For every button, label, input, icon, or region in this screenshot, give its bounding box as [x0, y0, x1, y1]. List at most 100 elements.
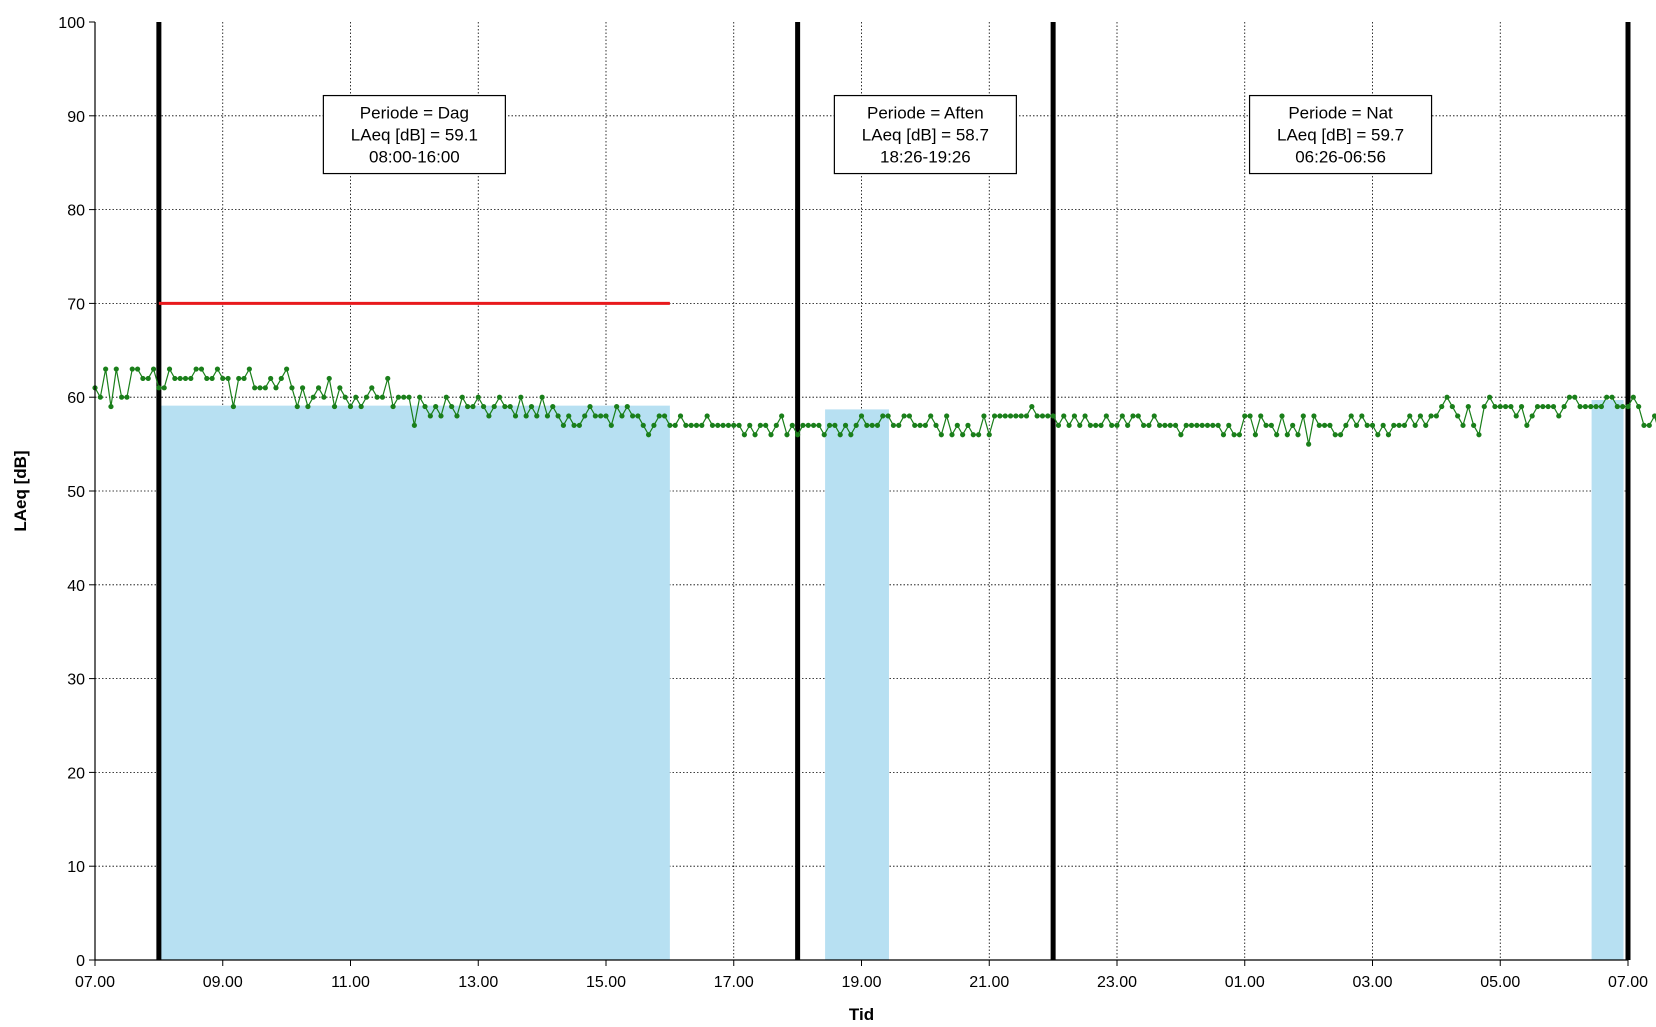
series-point	[1348, 413, 1354, 419]
series-point	[821, 432, 827, 438]
series-point	[869, 422, 875, 428]
series-point	[1093, 422, 1099, 428]
series-point	[747, 422, 753, 428]
series-point	[885, 413, 891, 419]
series-point	[1268, 422, 1274, 428]
series-point	[645, 432, 652, 438]
series-point	[933, 422, 939, 428]
series-point	[603, 413, 609, 419]
series-point	[1566, 394, 1573, 400]
series-point	[363, 394, 370, 400]
y-tick-label: 60	[67, 390, 85, 407]
series-point	[480, 403, 487, 410]
annotation-line: LAeq [dB] = 58.7	[862, 126, 989, 145]
period-annotation: Periode = Dag LAeq [dB] = 59.1 08:00-16:00	[322, 94, 506, 175]
series-point	[832, 422, 838, 428]
series-point	[677, 413, 684, 419]
series-point	[294, 403, 300, 410]
series-point	[465, 403, 471, 410]
series-point	[1407, 413, 1413, 419]
axes	[89, 21, 1629, 966]
series-point	[1125, 422, 1131, 428]
series-point	[1156, 422, 1163, 428]
series-point	[1061, 413, 1067, 419]
y-tick-label: 80	[67, 203, 85, 220]
annotation-line: 06:26-06:56	[1295, 148, 1386, 167]
series-point	[614, 403, 620, 410]
series-point	[1529, 413, 1535, 419]
series-point	[949, 432, 955, 438]
series-point	[1055, 422, 1062, 428]
series-point	[1508, 403, 1514, 410]
series-point	[1412, 422, 1418, 428]
series-point	[757, 422, 763, 428]
period-annotation: Periode = Aften LAeq [dB] = 58.7 18:26-19:…	[833, 94, 1017, 175]
series-point	[1215, 422, 1221, 428]
series-point	[273, 385, 279, 391]
series-point	[954, 422, 960, 428]
series-point	[896, 422, 902, 428]
series-point	[1013, 413, 1019, 419]
series-point	[970, 432, 976, 438]
series-point	[518, 394, 524, 400]
x-tick-label: 15.00	[586, 974, 626, 991]
series-point	[917, 422, 923, 428]
series-point	[715, 422, 721, 428]
annotation-box	[1248, 94, 1433, 175]
series-point	[1641, 422, 1647, 428]
series-point	[560, 422, 567, 428]
series-point	[544, 413, 551, 419]
series-point	[853, 422, 859, 428]
series-point	[331, 403, 338, 410]
series-point	[768, 432, 774, 438]
series-point	[640, 422, 646, 428]
series-point	[826, 422, 833, 428]
y-tick-label: 90	[67, 109, 85, 126]
series-point	[1029, 403, 1035, 410]
series-point	[651, 422, 657, 428]
series-point	[528, 403, 535, 410]
series-point	[475, 394, 481, 400]
series-point	[725, 422, 732, 428]
series-point	[379, 394, 386, 400]
series-point	[1194, 422, 1200, 428]
series-point	[1258, 413, 1264, 419]
series-point	[1178, 432, 1184, 438]
series-point	[310, 394, 316, 400]
series-point	[864, 422, 870, 428]
series-point	[784, 432, 790, 438]
series	[92, 366, 1656, 447]
series-point	[944, 413, 950, 419]
series-point	[880, 413, 886, 419]
series-point	[704, 413, 710, 419]
series-point	[459, 394, 465, 400]
series-point	[166, 366, 173, 372]
y-axis-title: LAeq [dB]	[11, 450, 30, 531]
series-point	[1204, 422, 1211, 428]
y-tick-label: 30	[67, 672, 85, 689]
series-point	[1588, 403, 1594, 410]
y-tick-label: 20	[67, 765, 85, 782]
series-point	[1471, 422, 1477, 428]
series-point	[1455, 413, 1461, 419]
series-point	[1274, 432, 1280, 438]
series-point	[1210, 422, 1216, 428]
series-point	[1364, 422, 1370, 428]
series-point	[1183, 422, 1189, 428]
series-point	[922, 422, 928, 428]
y-tick-label: 40	[67, 578, 85, 595]
series-point	[810, 422, 817, 428]
series-point	[1444, 394, 1450, 400]
series-point	[582, 413, 588, 419]
annotation-box	[322, 94, 506, 175]
series-point	[358, 403, 364, 410]
series-point	[1087, 422, 1093, 428]
series-point	[1572, 394, 1578, 400]
annotation-box	[833, 94, 1017, 175]
series-point	[1625, 403, 1631, 410]
series-point	[1630, 394, 1636, 400]
series-point	[1130, 413, 1136, 419]
series-point	[246, 366, 252, 372]
series-point	[390, 403, 396, 410]
series-point	[1066, 422, 1072, 428]
